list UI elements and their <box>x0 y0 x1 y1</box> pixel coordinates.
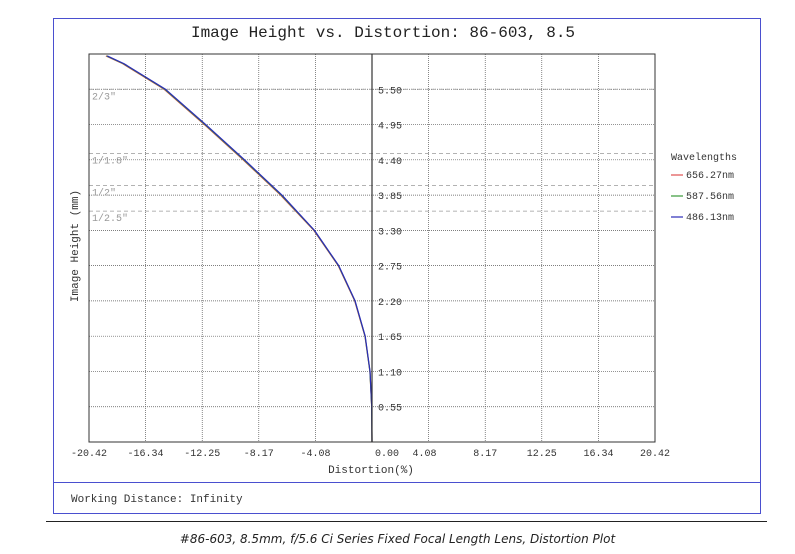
y-tick-label: 4.40 <box>378 157 402 168</box>
x-axis-label: Distortion(%) <box>328 465 414 477</box>
x-tick-label: 16.34 <box>583 449 613 460</box>
series-curves <box>105 55 373 443</box>
y-tick-label: 3.85 <box>378 192 402 203</box>
x-tick-label: -16.34 <box>128 449 164 460</box>
x-tick-label: -4.08 <box>300 449 330 460</box>
chart-frame <box>53 18 761 514</box>
x-tick-label: 12.25 <box>527 449 557 460</box>
sensor-format-label: 2/3" <box>92 91 116 103</box>
y-tick-label: 4.95 <box>378 122 402 133</box>
caption-rule <box>46 521 767 522</box>
chart-title: Image Height vs. Distortion: 86-603, 8.5 <box>191 24 575 42</box>
y-tick-label: 1.65 <box>378 333 402 344</box>
y-tick-label: 1.10 <box>378 368 402 379</box>
y-tick-label: 3.30 <box>378 227 402 238</box>
sensor-format-label: 1/1.8" <box>92 155 128 167</box>
sensor-format-label: 1/2" <box>92 187 116 199</box>
y-tick-label: 2.20 <box>378 298 402 309</box>
x-tick-label: 8.17 <box>473 449 497 460</box>
footer-divider <box>53 482 761 483</box>
y-tick-label: 5.50 <box>378 86 402 97</box>
sensor-format-label: 1/2.5" <box>92 213 128 225</box>
series-line-486.13nm <box>107 55 373 443</box>
axes <box>88 53 656 443</box>
legend-title: Wavelengths <box>671 152 737 164</box>
legend-entry: 656.27nm <box>686 171 734 182</box>
x-tick-label: 4.08 <box>413 449 437 460</box>
figure-caption: #86-603, 8.5mm, f/5.6 Ci Series Fixed Fo… <box>179 532 616 546</box>
x-tick-label: -20.42 <box>71 449 107 460</box>
x-tick-label: 0.00 <box>375 449 399 460</box>
y-tick-label: 0.55 <box>378 404 402 415</box>
legend: Wavelengths 656.27nm 587.56nm 486.13nm <box>671 152 737 224</box>
legend-entry: 587.56nm <box>686 192 734 203</box>
y-tick-labels: 0.55 1.10 1.65 2.20 2.75 3.30 3.85 4.40 4.95 5.50 <box>378 86 402 414</box>
working-distance-label: Working Distance: Infinity <box>71 494 243 506</box>
y-axis-label: Image Height (mm) <box>70 190 82 302</box>
x-tick-labels: -20.42 -16.34 -12.25 -8.17 -4.08 0.00 4.08 8.17… <box>71 449 670 460</box>
x-tick-label: -12.25 <box>184 449 220 460</box>
x-tick-label: -8.17 <box>244 449 274 460</box>
y-tick-label: 2.75 <box>378 263 402 274</box>
legend-entry: 486.13nm <box>686 213 734 224</box>
x-tick-label: 20.42 <box>640 449 670 460</box>
series-line-587.56nm <box>106 55 373 443</box>
